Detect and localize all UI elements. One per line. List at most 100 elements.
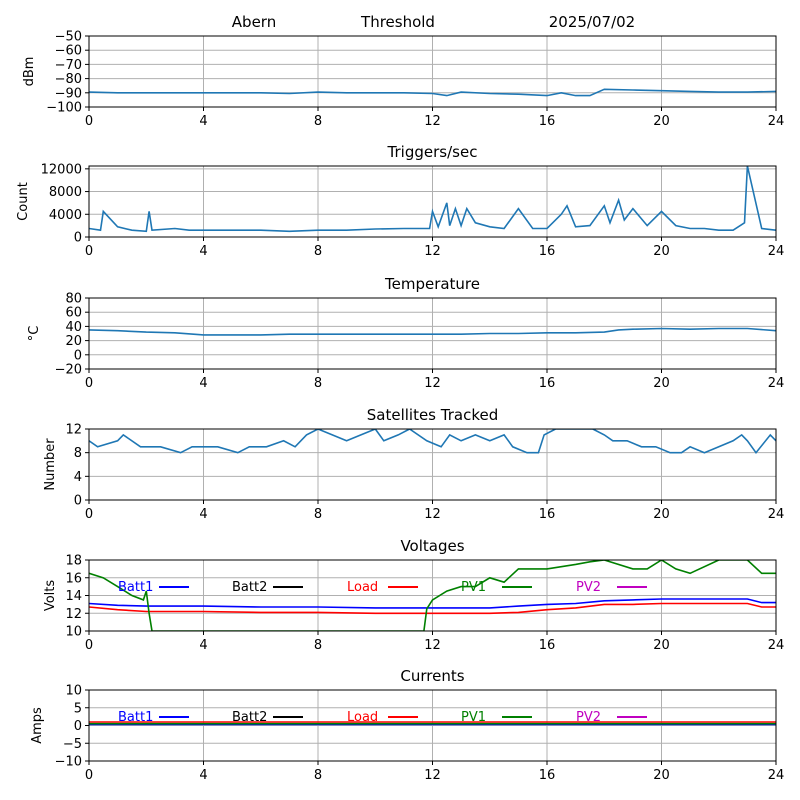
- y-tick-label: −80: [55, 72, 82, 87]
- x-tick-label: 16: [539, 507, 556, 522]
- legend-label-load: Load: [347, 580, 378, 595]
- x-tick-label: 24: [768, 507, 785, 522]
- header-mode: Threshold: [360, 13, 435, 31]
- x-tick-label: 12: [424, 244, 441, 259]
- series-line-batt1: [89, 598, 776, 609]
- series-line-triggers: [89, 166, 776, 233]
- x-tick-label: 12: [424, 507, 441, 522]
- legend-label-batt2: Batt2: [232, 580, 267, 595]
- x-tick-label: 4: [199, 376, 207, 391]
- x-tick-label: 16: [539, 638, 556, 653]
- x-tick-label: 0: [85, 507, 93, 522]
- series-line-pv1: [89, 560, 776, 631]
- x-tick-label: 12: [424, 376, 441, 391]
- series-line-temperature: [89, 327, 776, 336]
- legend: Batt1 Batt2 Load PV1 PV2: [118, 580, 647, 595]
- panel-title: Currents: [400, 667, 464, 685]
- y-tick-label: 18: [65, 554, 82, 569]
- y-tick-label: 10: [65, 684, 82, 699]
- header-station: Abern: [232, 13, 276, 31]
- legend: Batt1 Batt2 Load PV1 PV2: [118, 710, 647, 725]
- y-tick-label: 8: [74, 446, 82, 461]
- y-tick-label: −90: [55, 86, 82, 101]
- x-tick-label: 0: [85, 114, 93, 129]
- x-tick-label: 4: [199, 244, 207, 259]
- x-tick-label: 24: [768, 244, 785, 259]
- y-axis-label: dBm: [22, 57, 37, 87]
- panel-signal: 0 4 8 12 16 20 24 −100−90−80−70−60−50 dBm: [22, 30, 784, 130]
- x-tick-label: 20: [653, 638, 670, 653]
- legend-label-pv1: PV1: [461, 710, 486, 725]
- y-tick-label: −10: [55, 755, 82, 770]
- x-tick-label: 24: [768, 114, 785, 129]
- y-tick-label: 10: [65, 625, 82, 640]
- y-tick-label: 60: [65, 306, 82, 321]
- y-tick-label: −5: [63, 737, 82, 752]
- x-tick-label: 20: [653, 244, 670, 259]
- y-tick-label: 0: [74, 348, 82, 363]
- y-tick-label: 20: [65, 334, 82, 349]
- y-tick-label: 12: [65, 607, 82, 622]
- y-tick-label: 80: [65, 292, 82, 307]
- y-tick-label: 14: [65, 589, 82, 604]
- x-tick-label: 20: [653, 376, 670, 391]
- y-tick-label: 12000: [41, 162, 82, 177]
- x-tick-label: 12: [424, 768, 441, 783]
- y-axis-label: Number: [43, 438, 58, 491]
- y-tick-label: −20: [55, 363, 82, 378]
- y-axis-label: °C: [27, 326, 42, 342]
- y-tick-label: 0: [74, 231, 82, 246]
- legend-label-load: Load: [347, 710, 378, 725]
- x-tick-label: 8: [314, 114, 322, 129]
- x-tick-label: 20: [653, 768, 670, 783]
- y-axis-label: Count: [16, 182, 31, 221]
- x-tick-label: 4: [199, 507, 207, 522]
- y-tick-label: −70: [55, 58, 82, 73]
- panel-title: Triggers/sec: [387, 143, 478, 161]
- x-tick-label: 16: [539, 376, 556, 391]
- legend-label-pv1: PV1: [461, 580, 486, 595]
- y-tick-label: 16: [65, 571, 82, 586]
- legend-label-pv2: PV2: [576, 580, 601, 595]
- x-tick-label: 8: [314, 376, 322, 391]
- y-axis-label: Volts: [43, 580, 58, 612]
- x-tick-label: 12: [424, 114, 441, 129]
- x-tick-label: 4: [199, 768, 207, 783]
- series-line-signal: [89, 88, 776, 97]
- x-tick-label: 16: [539, 244, 556, 259]
- panel-title: Temperature: [384, 275, 480, 293]
- panel-triggers: 0 4 8 12 16 20 24 0 4000 8000 12000 Triggers/sec Cou…: [16, 143, 784, 259]
- y-tick-label: 0: [74, 494, 82, 509]
- y-tick-label: 4000: [49, 208, 82, 223]
- x-tick-label: 8: [314, 244, 322, 259]
- y-tick-label: −100: [46, 101, 82, 116]
- x-tick-label: 20: [653, 507, 670, 522]
- x-tick-label: 4: [199, 114, 207, 129]
- series-line-satellites: [89, 429, 776, 455]
- x-tick-label: 8: [314, 638, 322, 653]
- y-tick-label: 40: [65, 320, 82, 335]
- y-tick-label: 0: [74, 719, 82, 734]
- header-date: 2025/07/02: [549, 13, 635, 31]
- x-tick-label: 16: [539, 114, 556, 129]
- x-tick-label: 24: [768, 638, 785, 653]
- y-tick-label: 4: [74, 470, 82, 485]
- y-tick-label: 12: [65, 423, 82, 438]
- x-tick-label: 20: [653, 114, 670, 129]
- series-line-load: [89, 602, 776, 615]
- x-tick-label: 0: [85, 376, 93, 391]
- x-tick-label: 12: [424, 638, 441, 653]
- x-tick-label: 8: [314, 507, 322, 522]
- x-tick-label: 0: [85, 768, 93, 783]
- y-axis-label: Amps: [30, 707, 45, 744]
- panel-satellites: 0 4 8 12 16 20 24 0 4 8 12 Satellites Tracked Number: [43, 406, 784, 522]
- x-tick-label: 0: [85, 244, 93, 259]
- panel-title: Voltages: [400, 537, 464, 555]
- panel-title: Satellites Tracked: [367, 406, 498, 424]
- legend-label-batt1: Batt1: [118, 710, 153, 725]
